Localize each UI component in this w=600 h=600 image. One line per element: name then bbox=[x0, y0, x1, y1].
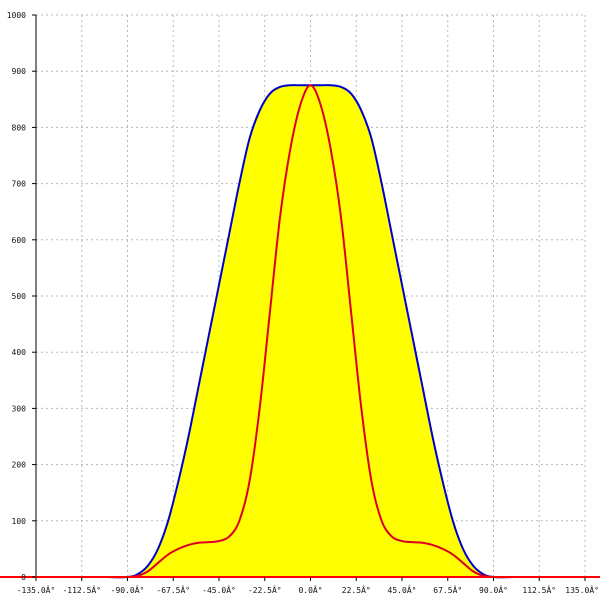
y-tick-label: 400 bbox=[12, 348, 27, 357]
y-tick-label: 500 bbox=[12, 292, 27, 301]
x-tick-label: 22.5Â° bbox=[342, 584, 371, 595]
axes bbox=[0, 14, 600, 581]
y-tick-label: 800 bbox=[12, 123, 27, 132]
y-tick-label: 600 bbox=[12, 236, 27, 245]
series-1-line bbox=[107, 84, 514, 579]
y-tick-label: 100 bbox=[12, 517, 27, 526]
tick-labels: 0 100 200 300 400 500 600 700 800 900 1000 -135.0Â°… bbox=[7, 11, 599, 595]
x-tick-label: 0.0Â° bbox=[298, 584, 322, 595]
series-0-area bbox=[107, 85, 514, 578]
x-tick-label: -22.5Â° bbox=[248, 584, 282, 595]
x-tick-label: -90.0Â° bbox=[111, 584, 145, 595]
x-tick-label: -67.5Â° bbox=[156, 584, 190, 595]
x-tick-label: 45.0Â° bbox=[388, 584, 417, 595]
y-tick-label: 300 bbox=[12, 404, 27, 413]
x-tick-label: 112.5Â° bbox=[522, 584, 556, 595]
y-tick-label: 1000 bbox=[7, 11, 26, 20]
y-tick-label: 0 bbox=[21, 573, 26, 582]
x-tick-label: -45.0Â° bbox=[202, 584, 236, 595]
y-tick-label: 900 bbox=[12, 67, 27, 76]
x-tick-label: 135.0Â° bbox=[565, 584, 599, 595]
series-layer bbox=[107, 84, 514, 579]
x-tick-label: -112.5Â° bbox=[62, 584, 101, 595]
x-tick-label: 67.5Â° bbox=[433, 584, 462, 595]
y-tick-label: 700 bbox=[12, 180, 27, 189]
x-tick-label: -135.0Â° bbox=[17, 584, 56, 595]
y-tick-label: 200 bbox=[12, 461, 27, 470]
x-tick-label: 90.0Â° bbox=[479, 584, 508, 595]
